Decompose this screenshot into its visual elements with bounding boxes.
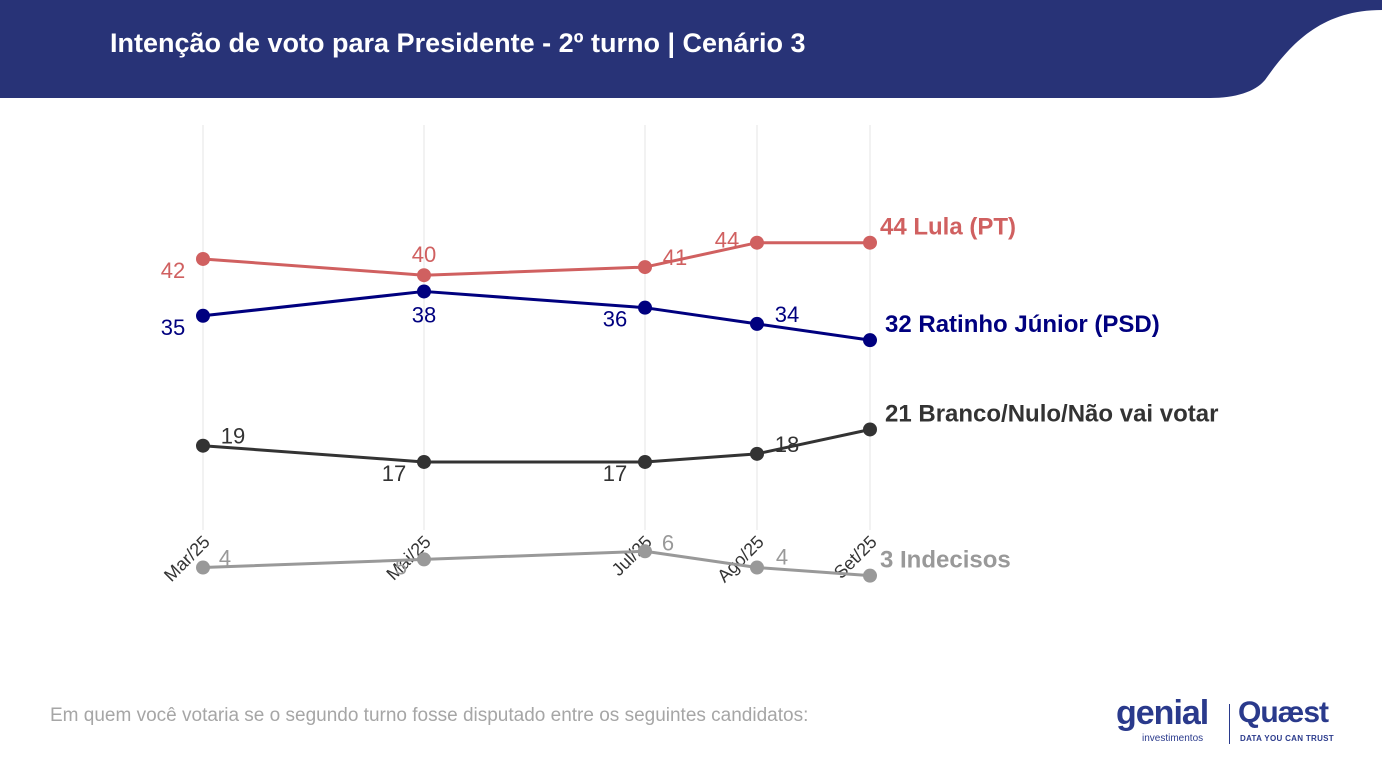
data-label-branco: 17	[603, 461, 627, 486]
data-label-indecisos: 6	[662, 530, 674, 555]
genial-logo-subtitle: investimentos	[1142, 733, 1204, 744]
data-label-ratinho: 38	[412, 302, 436, 327]
series-line-branco	[202, 428, 871, 464]
data-label-indecisos: 4	[776, 545, 788, 570]
data-point-lula	[417, 268, 431, 283]
header-banner	[0, 0, 1382, 98]
data-point-ratinho	[863, 333, 877, 348]
data-label-lula: 42	[161, 258, 185, 283]
series-end-label-ratinho: 32 Ratinho Júnior (PSD)	[885, 311, 1160, 338]
data-point-indecisos	[417, 552, 431, 567]
data-point-indecisos	[638, 544, 652, 559]
survey-question-footnote: Em quem você votaria se o segundo turno …	[50, 705, 809, 726]
data-point-indecisos	[863, 568, 877, 583]
data-point-lula	[638, 260, 652, 275]
page-title: Intenção de voto para Presidente - 2º tu…	[110, 28, 806, 58]
x-tick-label: Ago/25	[713, 532, 767, 586]
data-label-lula: 41	[663, 245, 687, 270]
x-tick-label: Mar/25	[160, 532, 214, 586]
series-end-label-branco: 21 Branco/Nulo/Não vai votar	[885, 400, 1218, 427]
data-point-branco	[417, 454, 431, 469]
series-end-label-indecisos: 3 Indecisos	[880, 547, 1011, 574]
quaest-logo-tagline: DATA YOU CAN TRUST	[1240, 734, 1334, 743]
data-point-branco	[196, 438, 210, 453]
header-banner-shape	[0, 0, 1382, 98]
logos: genial investimentos Quæst DATA YOU CAN …	[1112, 694, 1352, 748]
quaest-logo: Quæst	[1238, 696, 1329, 729]
data-point-ratinho	[638, 300, 652, 315]
data-label-indecisos: 5	[395, 554, 407, 579]
data-point-ratinho	[750, 316, 764, 331]
data-point-indecisos	[196, 560, 210, 575]
series-end-label-lula: 44 Lula (PT)	[880, 214, 1016, 241]
series-line-ratinho	[202, 289, 871, 342]
data-point-lula	[750, 235, 764, 250]
series-line-lula	[202, 241, 870, 277]
logo-divider	[1229, 704, 1230, 744]
data-label-lula: 40	[412, 242, 436, 267]
data-label-branco: 17	[382, 461, 406, 486]
data-label-branco: 19	[221, 424, 245, 449]
data-label-indecisos: 4	[219, 546, 231, 571]
data-label-ratinho: 34	[775, 302, 799, 327]
data-point-branco	[863, 422, 877, 437]
data-point-ratinho	[196, 308, 210, 323]
data-point-branco	[750, 446, 764, 461]
data-point-branco	[638, 454, 652, 469]
data-label-ratinho: 35	[161, 315, 185, 340]
data-point-indecisos	[750, 560, 764, 575]
data-point-ratinho	[417, 284, 431, 299]
series-line-indecisos	[202, 549, 871, 578]
data-point-lula	[863, 235, 877, 250]
genial-logo: genial	[1116, 694, 1209, 732]
data-label-branco: 18	[775, 432, 799, 457]
data-label-ratinho: 36	[603, 307, 627, 332]
data-label-lula: 44	[715, 228, 739, 253]
data-point-lula	[196, 251, 210, 266]
